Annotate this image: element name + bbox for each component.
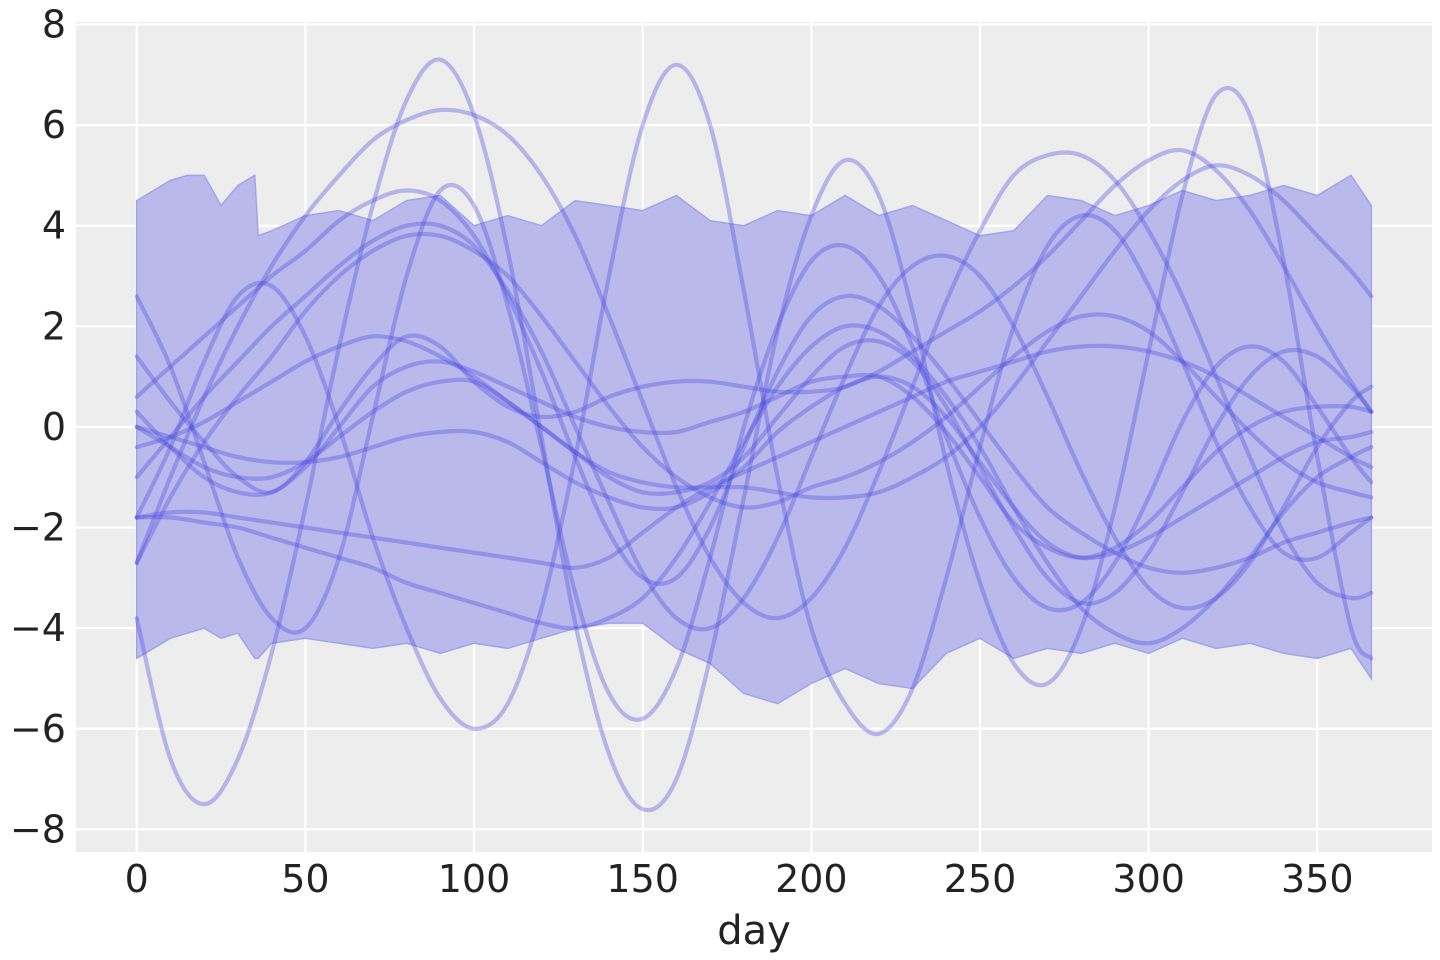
x-tick-label: 350 (1281, 857, 1354, 901)
x-tick-label: 200 (775, 857, 848, 901)
x-tick-label: 50 (281, 857, 329, 901)
y-tick-label: −8 (10, 807, 66, 851)
x-tick-label: 300 (1112, 857, 1185, 901)
y-tick-label: −4 (10, 606, 66, 650)
series-line-13 (134, 323, 1374, 646)
y-tick-label: −2 (10, 506, 66, 550)
x-tick-label: 250 (944, 857, 1017, 901)
x-tick-label: 150 (606, 857, 679, 901)
series-line-12 (134, 374, 1374, 561)
y-tick-label: −6 (10, 707, 66, 751)
series-lines (134, 57, 1374, 813)
x-tick-label: 0 (125, 857, 149, 901)
series-line-5 (134, 182, 1374, 722)
series-line-11 (134, 107, 1374, 621)
series-line-7 (134, 188, 1374, 586)
uncertainty-band (135, 174, 1373, 705)
y-tick-label: 6 (42, 103, 66, 147)
series-line-9 (134, 163, 1374, 501)
series-line-4 (134, 231, 1374, 565)
series-line-8 (134, 338, 1374, 606)
series-line-10 (134, 62, 1374, 737)
x-tick-label: 100 (438, 857, 511, 901)
x-axis-ticks: 0 50 100 150 200 250 300 350 (125, 857, 1354, 901)
y-tick-label: 0 (42, 405, 66, 449)
y-tick-label: 2 (42, 304, 66, 348)
series-line-1 (134, 57, 1374, 813)
series-line-14 (134, 221, 1374, 632)
y-tick-label: 8 (42, 3, 66, 47)
x-axis-label: day (717, 908, 791, 954)
series-line-6 (134, 359, 1374, 560)
series-line-2 (134, 147, 1374, 495)
series-line-3 (134, 343, 1374, 570)
band-area (135, 174, 1373, 705)
y-tick-label: 4 (42, 204, 66, 248)
y-axis-ticks: −8 −6 −4 −2 0 2 4 6 8 (10, 3, 66, 852)
